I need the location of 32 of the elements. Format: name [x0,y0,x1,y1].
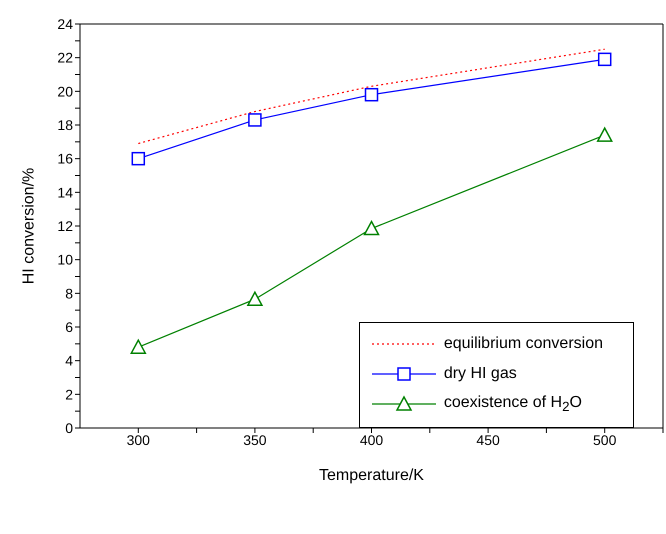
point [596,127,612,142]
x-tick-label: 450 [476,432,500,448]
point [247,291,263,306]
y-axis-title: HI conversion/% [20,168,38,284]
point [132,152,146,166]
y-tick-label: 16 [57,150,74,167]
y-tick-label: 4 [65,352,74,369]
y-tick-label: 18 [57,116,74,133]
y-tick-label: 22 [57,50,74,66]
line-series [138,48,606,144]
x-tick-label: 400 [360,432,384,448]
legend-label: dry HI gas [444,365,517,383]
y-tick-label: 24 [57,16,74,32]
y-tick-label: 6 [65,318,74,335]
point [364,88,378,102]
y-tick-label: 8 [65,285,74,302]
y-tick-label: 20 [57,83,74,100]
y-tick-label: 12 [57,218,74,234]
y-tick-label: 0 [65,420,74,436]
legend-label: coexistence of H$_{2}$O [444,394,582,414]
point [364,220,380,236]
legend-label: equilibrium conversion [444,335,603,353]
x-axis-title: Temperature/K [319,467,424,484]
y-tick-label: 2 [65,386,74,402]
y-tick-label: 14 [57,184,74,200]
x-tick-label: 500 [593,432,617,448]
point [130,339,146,354]
point [598,52,612,66]
point [248,113,262,127]
x-tick-label: 300 [126,432,150,448]
y-tick-label: 10 [57,252,74,268]
x-tick-label: 350 [243,432,267,448]
